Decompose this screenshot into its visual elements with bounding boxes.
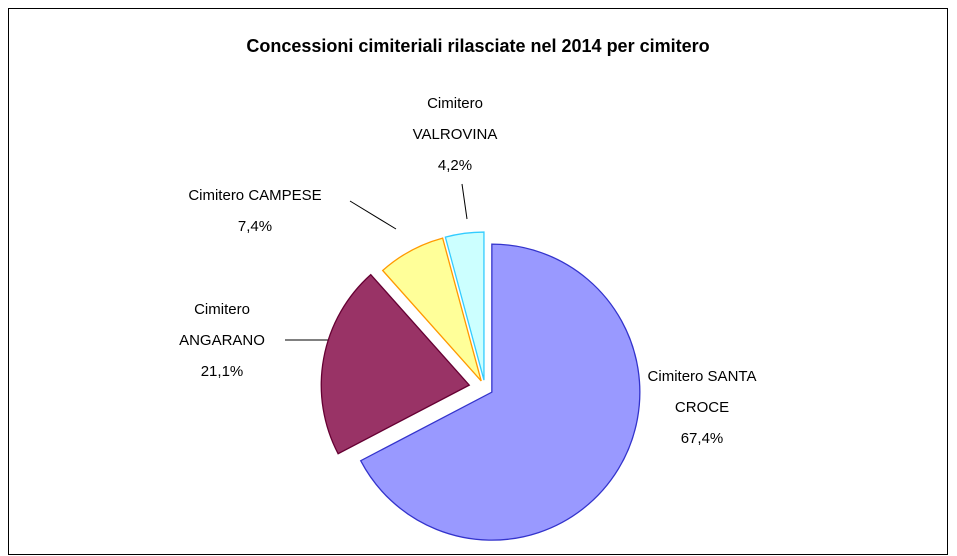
pie-slice	[381, 237, 482, 382]
chart-title: Concessioni cimiteriali rilasciate nel 2…	[246, 36, 709, 56]
slice-label: Cimitero SANTA CROCE 67,4%	[632, 361, 772, 454]
leader-line	[349, 200, 397, 230]
slice-label: Cimitero CAMPESE 7,4%	[145, 180, 365, 242]
category-label: Cimitero CAMPESE	[188, 187, 322, 204]
category-label: Cimitero ANGARANO	[179, 301, 265, 349]
value-label: 67,4%	[680, 430, 724, 447]
slice-label: Cimitero VALROVINA 4,2%	[400, 88, 510, 181]
value-label: 4,2%	[437, 157, 473, 174]
leader-line	[461, 183, 468, 220]
pie-slice	[359, 243, 641, 541]
value-label: 21,1%	[200, 363, 244, 380]
value-label: 7,4%	[237, 218, 273, 235]
slice-label: Cimitero ANGARANO 21,1%	[167, 294, 277, 387]
category-label: Cimitero SANTA CROCE	[647, 368, 757, 416]
category-label: Cimitero VALROVINA	[412, 95, 498, 143]
pie-slice	[320, 273, 471, 455]
pie-slice	[444, 231, 485, 381]
